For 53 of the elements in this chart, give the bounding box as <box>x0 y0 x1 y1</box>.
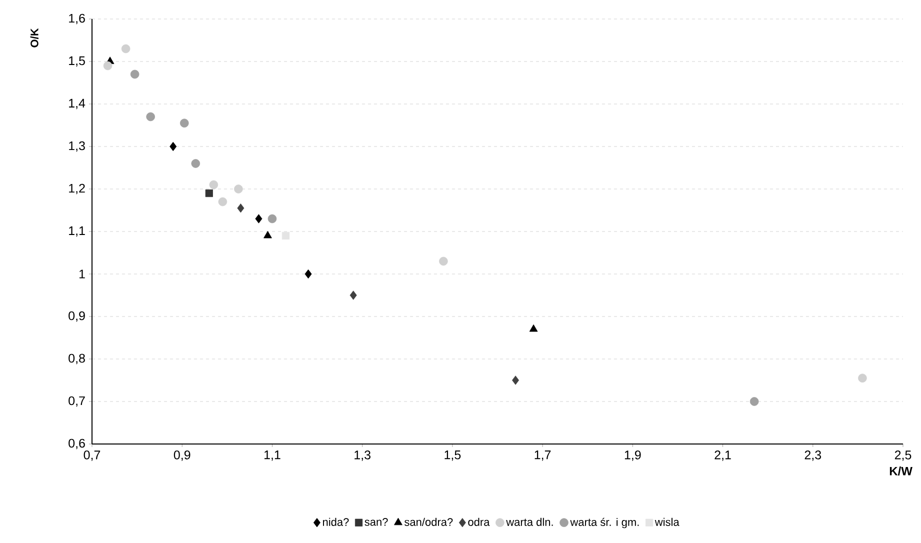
x-tick-label: 0,9 <box>174 450 190 461</box>
x-tick-label: 2,3 <box>804 450 822 461</box>
y-tick-label: 1,4 <box>69 98 86 110</box>
legend-label: odra <box>468 518 490 526</box>
point <box>350 290 357 300</box>
x-tick-label: 0,7 <box>84 450 100 461</box>
x-tick-label: 1,3 <box>354 450 370 461</box>
y-tick-label: 1,2 <box>69 184 85 194</box>
y-tick-label: 1,6 <box>69 14 85 24</box>
y-tick-label: 0,6 <box>68 438 85 450</box>
x-axis-title: K/W <box>890 466 912 476</box>
point <box>268 214 277 224</box>
point <box>237 204 244 213</box>
legend-label: san? <box>364 518 388 526</box>
y-tick-label: 1,1 <box>69 226 85 237</box>
y-tick-label: 0,8 <box>68 354 85 364</box>
y-tick-label: 1,3 <box>69 141 85 152</box>
point <box>121 44 130 54</box>
point <box>103 61 112 70</box>
x-tick-label: 2,5 <box>894 450 912 461</box>
point <box>264 230 272 238</box>
point <box>209 180 218 190</box>
y-tick-label: 0,7 <box>68 396 85 407</box>
legend-label: warta śr. i gm. <box>570 518 639 528</box>
point <box>170 142 177 152</box>
point <box>218 197 228 206</box>
point <box>180 118 189 128</box>
point <box>282 232 290 240</box>
point <box>191 159 200 168</box>
point <box>512 376 520 385</box>
x-tick-label: 1,9 <box>624 450 641 461</box>
point <box>529 324 538 332</box>
point <box>304 269 312 279</box>
legend-label: nida? <box>322 518 349 526</box>
point <box>439 256 448 266</box>
point <box>146 112 155 122</box>
y-axis-title: O/K <box>30 28 38 48</box>
y-tick-label: 1 <box>79 270 85 278</box>
point <box>750 397 759 406</box>
point <box>205 189 213 198</box>
x-tick-label: 1,7 <box>534 450 551 461</box>
y-tick-label: 1,5 <box>69 56 85 67</box>
legend-label: wisla <box>654 518 680 526</box>
point <box>858 374 867 383</box>
legend-label: san/odra? <box>404 518 453 526</box>
x-tick-label: 2,1 <box>714 450 731 461</box>
x-tick-label: 1,5 <box>444 450 461 461</box>
point <box>234 184 243 194</box>
x-tick-label: 1,1 <box>264 450 280 461</box>
y-tick-label: 0,9 <box>68 311 85 322</box>
legend-label: warta dln. <box>506 518 553 526</box>
point <box>130 70 140 79</box>
point <box>255 214 262 224</box>
